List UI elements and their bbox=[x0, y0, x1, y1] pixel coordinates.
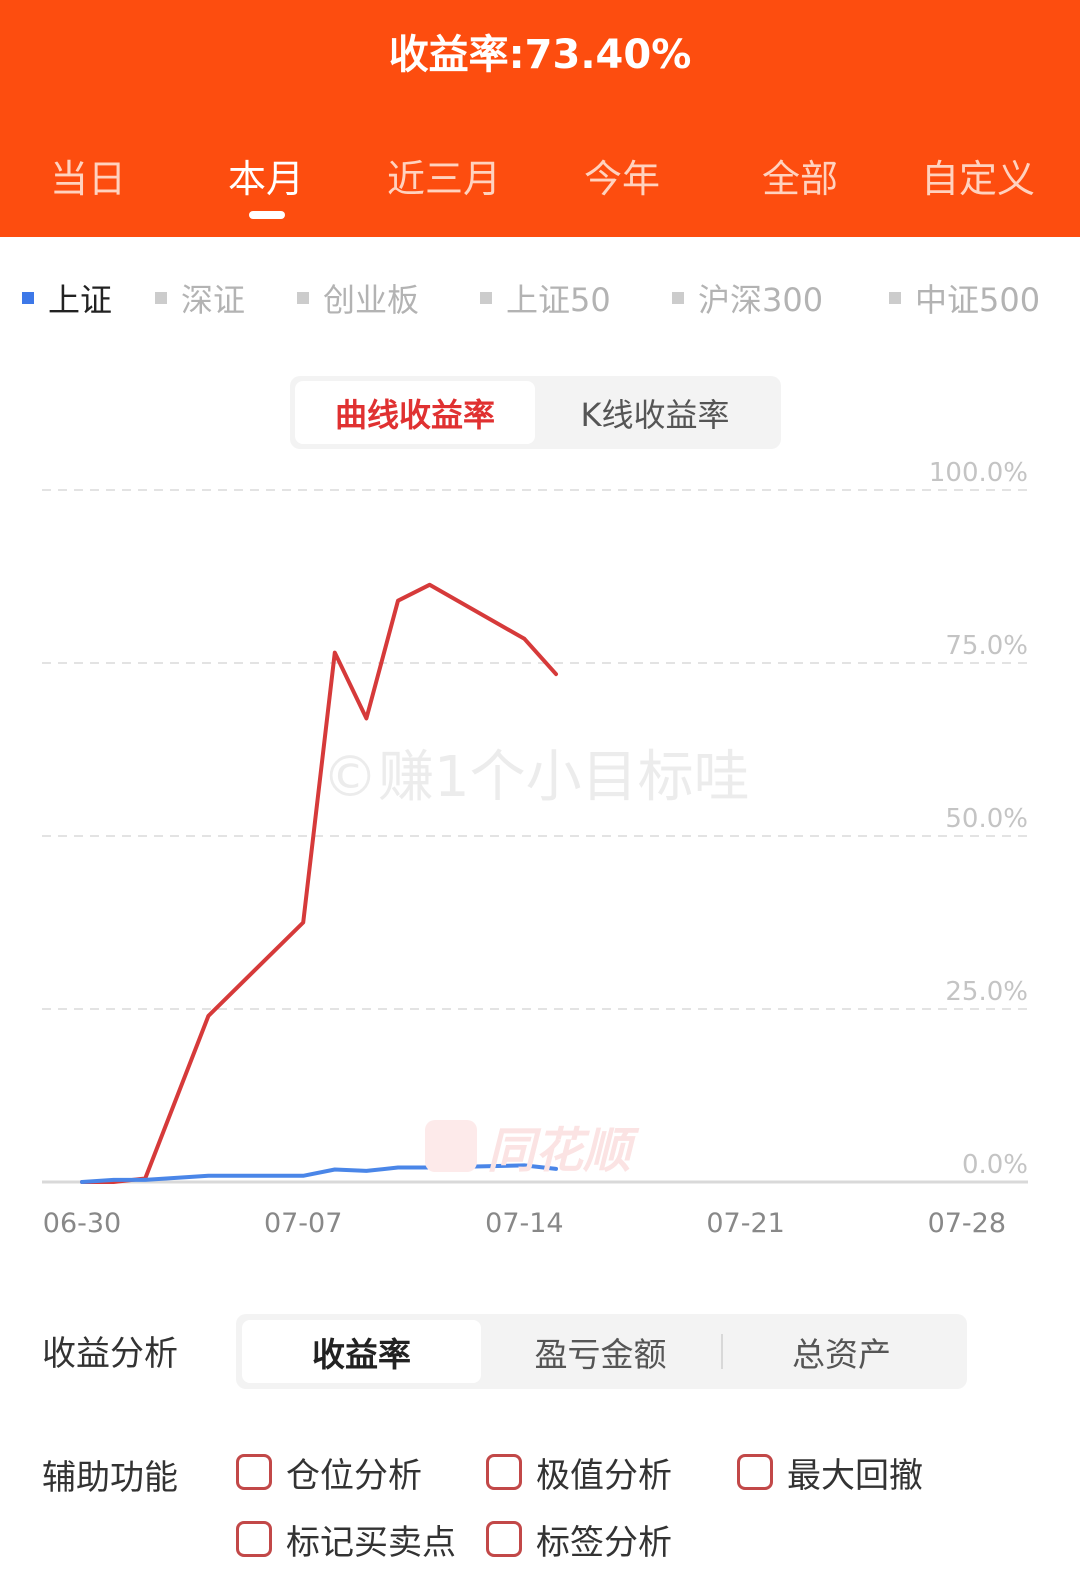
analysis-toggle: 收益率 盈亏金额 总资产 bbox=[236, 1314, 967, 1389]
y-tick-label: 75.0% bbox=[945, 631, 1028, 661]
segment-divider bbox=[721, 1334, 723, 1369]
checkbox-icon[interactable] bbox=[486, 1521, 522, 1557]
x-tick-label: 06-30 bbox=[43, 1208, 121, 1239]
legend-square-icon bbox=[155, 292, 167, 304]
tag-analysis-checkbox[interactable]: 标签分析 bbox=[486, 1517, 672, 1563]
kline-return-button[interactable]: K线收益率 bbox=[580, 395, 730, 434]
y-tick-label: 50.0% bbox=[945, 804, 1028, 834]
legend-square-icon bbox=[297, 292, 309, 304]
index-sse50[interactable]: 上证50 bbox=[480, 276, 611, 320]
index-label: 中证500 bbox=[915, 281, 1041, 319]
chart-mode-toggle: 曲线收益率 K线收益率 bbox=[290, 376, 781, 449]
checkbox-label: 最大回撤 bbox=[787, 1455, 923, 1496]
x-tick-label: 07-07 bbox=[264, 1208, 342, 1239]
checkbox-icon[interactable] bbox=[737, 1454, 773, 1490]
header-bar: 收益率:73.40% 当日 本月 近三月 今年 全部 自定义 bbox=[0, 0, 1080, 237]
brand-watermark: 同花顺 bbox=[425, 1118, 631, 1179]
checkbox-label: 仓位分析 bbox=[286, 1455, 422, 1496]
index-label: 深证 bbox=[181, 281, 246, 319]
index-label: 上证 bbox=[48, 281, 113, 319]
checkbox-label: 极值分析 bbox=[536, 1455, 672, 1496]
index-csi500[interactable]: 中证500 bbox=[889, 276, 1040, 320]
mark-trade-points-checkbox[interactable]: 标记买卖点 bbox=[236, 1517, 456, 1563]
legend-square-icon bbox=[22, 292, 34, 304]
checkbox-icon[interactable] bbox=[236, 1521, 272, 1557]
legend-square-icon bbox=[480, 292, 492, 304]
tab-this-month[interactable]: 本月 bbox=[227, 157, 305, 201]
x-tick-label: 07-14 bbox=[485, 1208, 563, 1239]
brand-logo-icon bbox=[425, 1120, 477, 1172]
checkbox-label: 标记买卖点 bbox=[286, 1522, 456, 1563]
return-analysis-label: 收益分析 bbox=[42, 1334, 178, 1374]
checkbox-icon[interactable] bbox=[236, 1454, 272, 1490]
curve-return-button[interactable]: 曲线收益率 bbox=[295, 381, 535, 444]
legend-square-icon bbox=[889, 292, 901, 304]
copyright-watermark: ©赚1个小目标哇 bbox=[322, 745, 750, 810]
y-tick-label: 25.0% bbox=[945, 977, 1028, 1007]
index-shanghai[interactable]: 上证 bbox=[22, 276, 112, 320]
tab-three-months[interactable]: 近三月 bbox=[386, 157, 502, 201]
index-label: 上证50 bbox=[506, 281, 611, 319]
tab-today[interactable]: 当日 bbox=[49, 157, 127, 201]
max-drawdown-checkbox[interactable]: 最大回撤 bbox=[737, 1450, 923, 1496]
position-analysis-checkbox[interactable]: 仓位分析 bbox=[236, 1450, 422, 1496]
tab-all[interactable]: 全部 bbox=[761, 157, 839, 201]
checkbox-icon[interactable] bbox=[486, 1454, 522, 1490]
tab-this-year[interactable]: 今年 bbox=[583, 157, 661, 201]
return-chart: 100.0% 75.0% 50.0% 25.0% 0.0% 06-30 07-07 07-1… bbox=[42, 458, 1028, 1239]
total-assets-button[interactable]: 总资产 bbox=[792, 1334, 891, 1374]
tab-custom[interactable]: 自定义 bbox=[920, 157, 1036, 201]
checkbox-label: 标签分析 bbox=[536, 1522, 672, 1563]
index-shenzhen[interactable]: 深证 bbox=[155, 276, 245, 320]
brand-watermark-text: 同花顺 bbox=[487, 1123, 632, 1179]
return-rate-title: 收益率:73.40% bbox=[388, 32, 692, 78]
legend-square-icon bbox=[672, 292, 684, 304]
y-tick-label: 100.0% bbox=[929, 458, 1028, 488]
active-tab-indicator bbox=[249, 211, 285, 219]
y-tick-label: 0.0% bbox=[962, 1150, 1028, 1180]
x-tick-label: 07-28 bbox=[928, 1208, 1006, 1239]
index-label: 沪深300 bbox=[698, 281, 824, 319]
index-label: 创业板 bbox=[323, 281, 420, 319]
index-csi300[interactable]: 沪深300 bbox=[672, 276, 823, 320]
index-chinext[interactable]: 创业板 bbox=[297, 276, 419, 320]
extreme-value-analysis-checkbox[interactable]: 极值分析 bbox=[486, 1450, 672, 1496]
portfolio-return-line bbox=[80, 582, 558, 1184]
aux-functions-label: 辅助功能 bbox=[42, 1458, 178, 1498]
profit-loss-amount-button[interactable]: 盈亏金额 bbox=[534, 1334, 667, 1374]
return-rate-button[interactable]: 收益率 bbox=[242, 1320, 481, 1383]
x-tick-label: 07-21 bbox=[706, 1208, 784, 1239]
